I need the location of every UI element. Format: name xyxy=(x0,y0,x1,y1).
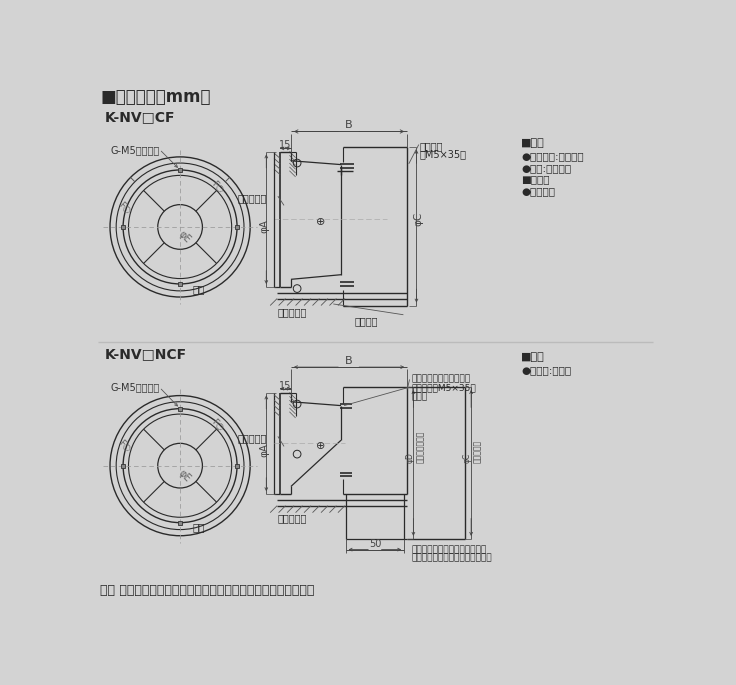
Text: φA: φA xyxy=(260,219,270,234)
Text: B: B xyxy=(345,356,353,366)
Text: φC: φC xyxy=(413,212,423,226)
Bar xyxy=(235,464,239,468)
Text: G-M5用ねじ穴: G-M5用ねじ穴 xyxy=(111,382,160,393)
Text: 中筒: 中筒 xyxy=(192,284,205,294)
Text: K-NV□NCF: K-NV□NCF xyxy=(105,347,187,361)
Text: F○: F○ xyxy=(209,179,224,195)
Text: K-NV□CF: K-NV□CF xyxy=(105,110,175,124)
Text: 板金ダクト（現地調達）: 板金ダクト（現地調達） xyxy=(411,375,470,384)
Text: ⊕: ⊕ xyxy=(316,440,325,451)
Bar xyxy=(178,407,182,410)
Text: φD
ダクト内径寸法: φD ダクト内径寸法 xyxy=(406,430,425,462)
Bar xyxy=(178,521,182,525)
Text: φC
天井口寸法: φC 天井口寸法 xyxy=(463,440,482,462)
Text: （M5×35）: （M5×35） xyxy=(420,149,467,159)
Text: F○: F○ xyxy=(117,438,132,454)
Text: 注） ダクトおよびノズル外部の断熱は現地施工してください。: 注） ダクトおよびノズル外部の断熱は現地施工してください。 xyxy=(100,584,314,597)
Text: 二重ノズル: 二重ノズル xyxy=(238,434,267,443)
Text: ■仕様: ■仕様 xyxy=(521,138,545,148)
Text: ■付属品: ■付属品 xyxy=(521,175,550,184)
Text: 15: 15 xyxy=(280,381,291,391)
Text: 下り天井面: 下り天井面 xyxy=(277,307,306,317)
Text: F○: F○ xyxy=(209,418,224,434)
Text: ●取付ねじ: ●取付ねじ xyxy=(521,186,555,196)
Bar xyxy=(178,168,182,172)
Text: ■外形寸法（mm）: ■外形寸法（mm） xyxy=(100,88,210,106)
Text: G-M5用ねじ穴: G-M5用ねじ穴 xyxy=(111,145,160,155)
Text: 取付枚と板金ダクトをねじ固定: 取付枚と板金ダクトをねじ固定 xyxy=(411,545,486,554)
Text: 取付枚: 取付枚 xyxy=(411,393,427,401)
Text: ⊕: ⊕ xyxy=(316,216,325,227)
Text: ●中筒:アルミ製: ●中筒:アルミ製 xyxy=(521,163,571,173)
Bar xyxy=(121,225,125,229)
Text: シール材: シール材 xyxy=(354,316,378,326)
Text: φE: φE xyxy=(177,229,193,245)
Text: 50: 50 xyxy=(369,539,381,549)
Text: 中筒: 中筒 xyxy=(192,523,205,533)
Text: B: B xyxy=(345,120,353,130)
Text: φE: φE xyxy=(177,468,193,484)
Bar xyxy=(121,464,125,468)
Text: 取付ねじ: 取付ねじ xyxy=(420,140,443,151)
Text: ●フェース:アルミ製: ●フェース:アルミ製 xyxy=(521,151,584,162)
Bar xyxy=(235,225,239,229)
Bar xyxy=(178,282,182,286)
Text: φA: φA xyxy=(260,443,270,458)
Text: ■付様: ■付様 xyxy=(521,351,545,362)
Text: 15: 15 xyxy=(280,140,291,150)
Text: F○: F○ xyxy=(117,200,132,216)
Text: 下り天井面: 下り天井面 xyxy=(277,513,306,523)
Text: ●取付枚:鉄板製: ●取付枚:鉄板製 xyxy=(521,366,571,375)
Text: 取付ねじ（M5×35）: 取付ねじ（M5×35） xyxy=(411,384,476,393)
Text: 二重ノズル: 二重ノズル xyxy=(238,193,267,203)
Text: （ダクト用取付ねじは現地調達）: （ダクト用取付ねじは現地調達） xyxy=(411,553,492,562)
